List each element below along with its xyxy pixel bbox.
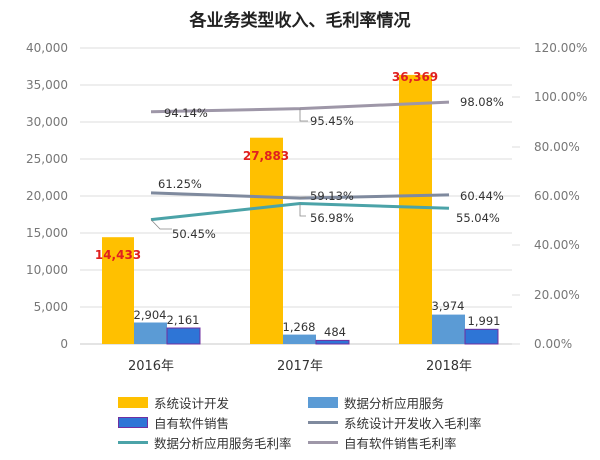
label-data-2018: 3,974 [432, 299, 465, 313]
legend-swatch [118, 440, 148, 444]
left-tick: 20,000 [26, 189, 68, 203]
legend-swatch [118, 416, 148, 428]
category-label: 2017年 [277, 359, 323, 374]
left-tick: 30,000 [26, 115, 68, 129]
label-soft-margin-2018: 98.08% [460, 95, 504, 109]
right-tick: 0.00% [534, 337, 572, 351]
right-tick: 40.00% [534, 238, 580, 252]
category-label: 2016年 [128, 359, 174, 374]
legend-swatch [308, 420, 338, 424]
legend-label: 数据分析应用服务毛利率 [154, 435, 292, 451]
label-data-2017: 1,268 [283, 320, 316, 334]
label-soft-2016: 2,161 [167, 313, 200, 327]
x-axis: 2016年 2017年 2018年 [128, 359, 472, 374]
right-tick: 80.00% [534, 140, 580, 154]
bar-dev-2017 [250, 137, 283, 344]
bars-2017 [250, 137, 350, 345]
label-soft-margin-2016: 94.14% [164, 106, 208, 120]
bars-2018 [399, 74, 499, 345]
left-tick: 0 [60, 337, 68, 351]
label-data-2016: 2,904 [134, 308, 167, 322]
label-soft-2017: 484 [324, 325, 346, 339]
label-data-margin-2018: 55.04% [456, 211, 500, 225]
bar-data-2018 [432, 314, 465, 344]
right-tick: 60.00% [534, 189, 580, 203]
label-dev-margin-2017: 59.13% [310, 189, 354, 203]
bars-2016 [102, 237, 201, 345]
label-data-margin-2016: 50.45% [172, 227, 216, 241]
label-dev-margin-2018: 60.44% [460, 189, 504, 203]
right-tick: 120.00% [534, 41, 587, 55]
legend-item-data-margin[interactable]: 数据分析应用服务毛利率 [118, 433, 292, 451]
right-tick: 100.00% [534, 90, 587, 104]
legend-swatch [308, 440, 338, 444]
label-dev-margin-2016: 61.25% [158, 177, 202, 191]
legend-label: 系统设计开发 [154, 395, 230, 411]
bar-dev-2018 [399, 74, 432, 345]
chart-title: 各业务类型收入、毛利率情况 [189, 11, 411, 31]
label-soft-2018: 1,991 [468, 314, 501, 328]
legend-label: 系统设计开发收入毛利率 [344, 415, 482, 431]
bar-data-2016 [134, 322, 167, 344]
legend-label: 自有软件销售毛利率 [344, 435, 457, 451]
label-dev-2017: 27,883 [243, 149, 289, 163]
right-tick: 20.00% [534, 288, 580, 302]
legend-label: 数据分析应用服务 [344, 395, 445, 411]
legend-item-soft-margin[interactable]: 自有软件销售毛利率 [308, 433, 457, 451]
legend-label: 自有软件销售 [154, 415, 230, 431]
label-dev-2016: 14,433 [95, 248, 141, 262]
left-axis: 40,000 35,000 30,000 25,000 20,000 15,00… [26, 41, 68, 351]
legend-item-data[interactable]: 数据分析应用服务 [308, 393, 444, 411]
bar-data-2017 [283, 334, 316, 344]
left-tick: 5,000 [34, 300, 68, 314]
legend-item-dev[interactable]: 系统设计开发 [118, 393, 229, 411]
legend-item-dev-margin[interactable]: 系统设计开发收入毛利率 [308, 413, 482, 431]
bar-soft-2018 [464, 328, 499, 345]
bar-dev-2016 [102, 237, 134, 344]
label-data-margin-2017: 56.98% [310, 211, 354, 225]
legend-item-soft[interactable]: 自有软件销售 [118, 413, 229, 431]
legend-swatch [118, 396, 148, 408]
bar-soft-2017 [315, 339, 350, 345]
left-tick: 40,000 [26, 41, 68, 55]
label-soft-margin-2017: 95.45% [310, 114, 354, 128]
category-label: 2018年 [426, 359, 472, 374]
label-dev-2018: 36,369 [392, 70, 438, 84]
bar-soft-2016 [166, 327, 201, 345]
legend-swatch [308, 396, 338, 408]
left-tick: 10,000 [26, 263, 68, 277]
left-tick: 25,000 [26, 152, 68, 166]
right-axis: 120.00% 100.00% 80.00% 60.00% 40.00% 20.… [534, 41, 587, 351]
left-tick: 15,000 [26, 226, 68, 240]
left-tick: 35,000 [26, 78, 68, 92]
